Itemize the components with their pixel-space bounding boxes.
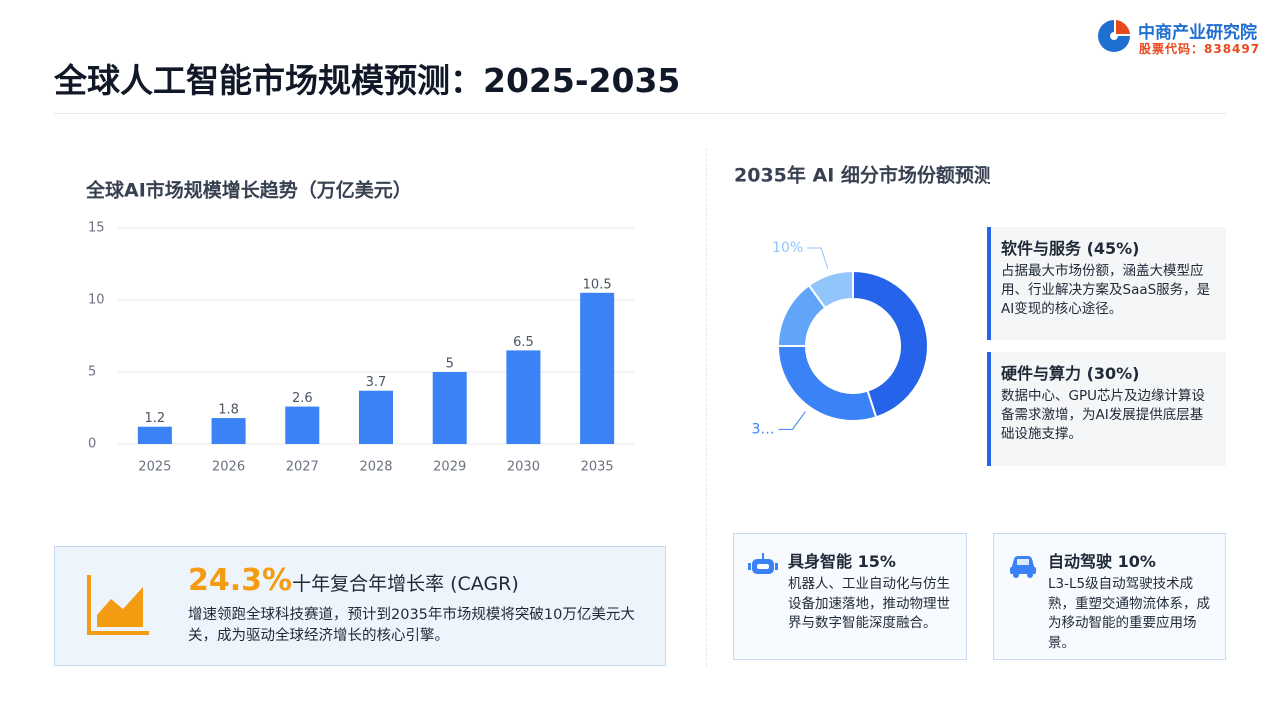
highlight-text: 增速领跑全球科技赛道，预计到2035年市场规模将突破10万亿美元大关，成为驱动全… [188,607,635,644]
bar-chart: 全球AI市场规模增长趋势（万亿美元） 0 5 10 15 1.2 2025 1.8 2026 2… [85,179,634,475]
card-title: 自动驾驶 10% [1048,552,1156,571]
column-divider [706,148,707,666]
bar [211,418,246,444]
robot-icon [748,553,778,574]
y-tick-label: 10 [88,293,105,308]
y-tick-label: 0 [88,437,96,452]
card-title: 软件与服务 (45%) [1001,239,1140,258]
car-icon [1010,556,1036,578]
leader-line [807,247,829,270]
donut-slice [852,269,929,419]
bar [359,390,393,444]
data-label: 3.7 [366,375,387,390]
chart-title: 全球AI市场规模增长趋势（万亿美元） [85,179,412,202]
segment-card: 具身智能 15% 机器人、工业自动化与仿生设备加速落地，推动物理世界与数字智能深度… [733,533,967,660]
highlight-value: 24.3% [188,563,293,598]
data-label: 5 [446,357,454,372]
bar [137,426,172,444]
growth-icon [87,575,149,635]
bar [432,372,467,444]
donut-slice [776,345,878,422]
y-tick-label: 15 [88,221,105,236]
logo-code: 股票代码：838497 [1139,42,1261,56]
bar [285,406,320,444]
logo-icon [1098,20,1130,52]
data-label: 10% [772,240,803,256]
data-label: 1.2 [145,411,166,426]
card-text: L3-L5级自动驾驶技术成熟，重塑交通物流体系，成为移动智能的重要应用场景。 [1048,576,1210,651]
highlight-head: 24.3%十年复合年增长率 (CAGR) [188,563,519,598]
data-label: 2.6 [292,391,313,406]
card-title: 硬件与算力 (30%) [1001,364,1140,383]
data-label: 1.8 [218,403,239,418]
page-title: 全球人工智能市场规模预测：2025-2035 [54,61,681,100]
segment-card: 自动驾驶 10% L3-L5级自动驾驶技术成熟，重塑交通物流体系，成为移动智能的重… [993,533,1226,660]
leader-line [778,411,806,430]
y-tick-label: 5 [88,365,96,380]
x-tick-label: 2030 [507,460,540,475]
donut-chart: 2035年 AI 细分市场份额预测 3… 10% [734,164,990,438]
highlight-label: 十年复合年增长率 (CAGR) [292,573,519,595]
data-label: 6.5 [513,335,534,350]
x-tick-label: 2027 [286,460,319,475]
card-text: 占据最大市场份额，涵盖大模型应用、行业解决方案及SaaS服务，是AI变现的核心途… [1001,263,1211,317]
segment-card: 软件与服务 (45%) 占据最大市场份额，涵盖大模型应用、行业解决方案及SaaS服… [987,227,1226,340]
highlight-box: 24.3%十年复合年增长率 (CAGR) 增速领跑全球科技赛道，预计到2035年… [54,546,666,666]
card-text: 数据中心、GPU芯片及边缘计算设备需求激增，为AI发展提供底层基础设施支撑。 [1001,388,1205,442]
card-title: 具身智能 15% [788,552,896,571]
segment-card: 硬件与算力 (30%) 数据中心、GPU芯片及边缘计算设备需求激增，为AI发展提供… [987,352,1226,466]
data-label: 10.5 [583,277,612,292]
x-tick-label: 2029 [433,460,466,475]
data-label: 3… [752,421,775,437]
bar [506,350,541,444]
divider [54,113,1226,114]
bar [580,292,615,444]
donut-slice [807,269,854,310]
x-tick-label: 2026 [212,460,245,475]
x-tick-label: 2025 [138,460,171,475]
x-tick-label: 2028 [359,460,392,475]
x-tick-label: 2035 [581,460,614,475]
chart-title: 2035年 AI 细分市场份额预测 [734,164,990,187]
card-text: 机器人、工业自动化与仿生设备加速落地，推动物理世界与数字智能深度融合。 [788,576,950,631]
logo-name: 中商产业研究院 [1138,23,1257,43]
